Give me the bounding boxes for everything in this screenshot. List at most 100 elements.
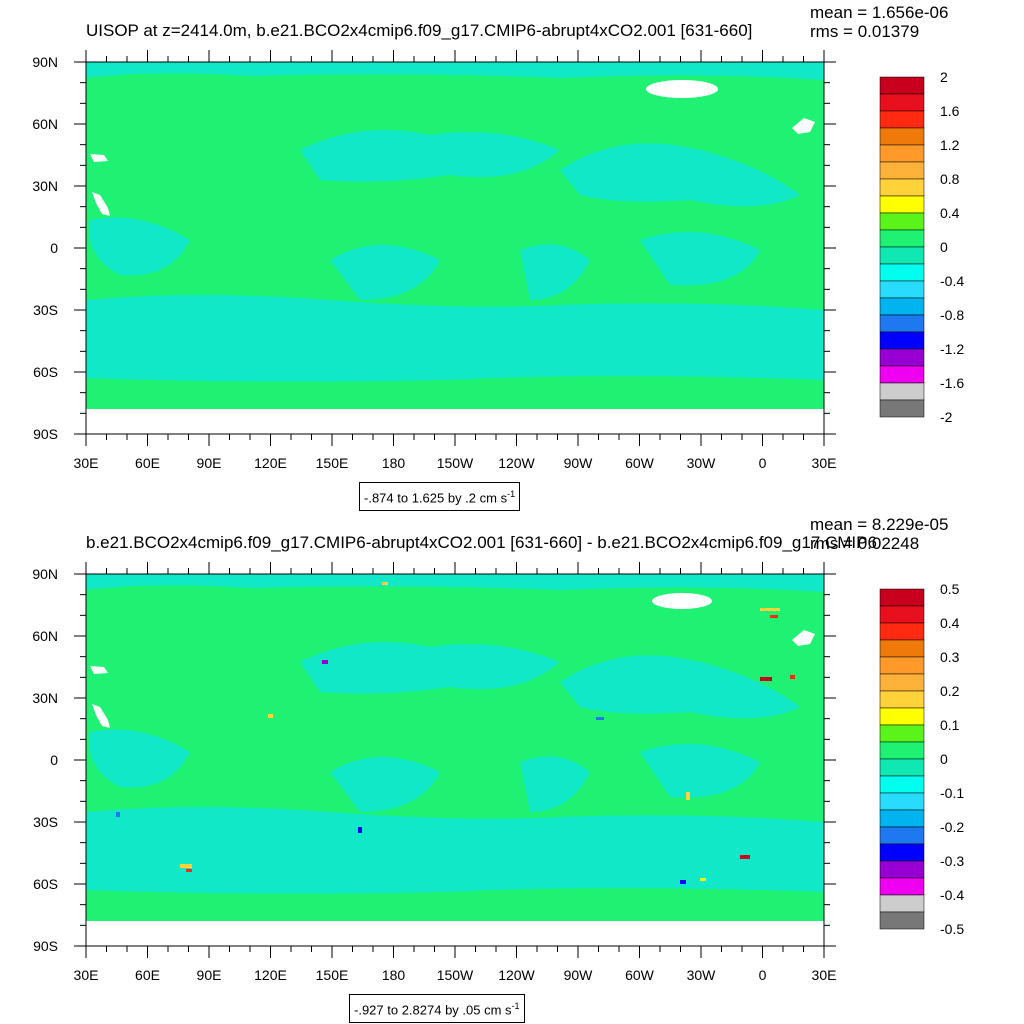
lon-label: 30W bbox=[687, 455, 717, 471]
colorbar-swatch bbox=[879, 860, 925, 879]
mean-label: mean = 1.656e-06 bbox=[810, 3, 949, 22]
colorbar-label: 0.8 bbox=[940, 171, 960, 187]
anomaly-speckle bbox=[770, 615, 778, 618]
anomaly-speckle bbox=[760, 608, 780, 611]
lon-label: 120W bbox=[498, 455, 535, 471]
anomaly-speckle bbox=[680, 880, 686, 884]
map-plot: 30E 60E 90E 120E 150E 180 150W 120W 90W 60W 30W 0 30… bbox=[32, 50, 964, 471]
lon-label: 30W bbox=[687, 967, 717, 983]
colorbar-label: -0.2 bbox=[940, 819, 964, 835]
colorbar bbox=[879, 588, 925, 930]
colorbar-swatch bbox=[879, 588, 925, 607]
missing-region bbox=[792, 118, 815, 134]
colorbar-swatch bbox=[879, 656, 925, 675]
colorbar-swatch bbox=[879, 792, 925, 811]
colorbar-label: -0.3 bbox=[940, 853, 964, 869]
colorbar-swatch bbox=[879, 843, 925, 862]
colorbar-swatch bbox=[879, 911, 925, 930]
colorbar-label: -0.8 bbox=[940, 307, 964, 323]
lon-label: 60E bbox=[135, 967, 160, 983]
colorbar-swatch bbox=[879, 724, 925, 743]
colorbar-swatch bbox=[879, 246, 925, 265]
lat-label: 90N bbox=[32, 566, 58, 582]
lat-label: 60S bbox=[33, 364, 58, 380]
lon-label: 120E bbox=[254, 967, 287, 983]
lat-labels: 90N 60N 30N 0 30S 60S 90S bbox=[32, 566, 58, 954]
colorbar-label: 1.6 bbox=[940, 103, 960, 119]
lat-label: 90S bbox=[33, 938, 58, 954]
colorbar-label: -1.6 bbox=[940, 375, 964, 391]
rms-label: rms = 0.01379 bbox=[810, 22, 920, 41]
lon-label: 180 bbox=[382, 967, 406, 983]
anomaly-speckle bbox=[700, 878, 706, 881]
colorbar-swatch bbox=[879, 707, 925, 726]
colorbar-label: 2 bbox=[940, 69, 948, 85]
ocean-shading bbox=[86, 62, 824, 382]
anomaly-speckle bbox=[790, 675, 795, 679]
colorbar-swatch bbox=[879, 809, 925, 828]
lon-ticks bbox=[85, 50, 825, 446]
colorbar-label: 0.5 bbox=[940, 581, 960, 597]
anomaly-speckle bbox=[760, 677, 772, 681]
colorbar-swatch bbox=[879, 331, 925, 350]
lon-label: 120E bbox=[254, 455, 287, 471]
colorbar-swatch bbox=[879, 826, 925, 845]
lat-label: 60N bbox=[32, 628, 58, 644]
lon-label: 60W bbox=[625, 455, 655, 471]
colorbar-swatch bbox=[879, 76, 925, 95]
lon-label: 180 bbox=[382, 455, 406, 471]
colorbar-swatch bbox=[879, 161, 925, 180]
colorbar-swatch bbox=[879, 212, 925, 231]
lat-ticks bbox=[74, 61, 836, 435]
anomaly-speckle bbox=[686, 792, 690, 800]
colorbar-label: 0.4 bbox=[940, 205, 960, 221]
colorbar-label: -1.2 bbox=[940, 341, 964, 357]
plot-title: b.e21.BCO2x4cmip6.f09_g17.CMIP6-abrupt4x… bbox=[86, 533, 877, 552]
map-plot: 30E 60E 90E 120E 150E 180 150W 120W 90W 60W 30W 0 30… bbox=[32, 562, 964, 983]
lon-ticks bbox=[85, 562, 825, 958]
anomaly-speckle bbox=[186, 869, 192, 872]
lon-label: 90E bbox=[197, 455, 222, 471]
colorbar-swatch bbox=[879, 195, 925, 214]
colorbar-label: -0.4 bbox=[940, 273, 964, 289]
lon-labels: 30E 60E 90E 120E 150E 180 150W 120W 90W 60W 30W 0 30… bbox=[74, 455, 837, 471]
anomaly-speckle bbox=[180, 864, 192, 868]
colorbar-swatch bbox=[879, 314, 925, 333]
colorbar-label: 0.1 bbox=[940, 717, 960, 733]
contour-info-text: -.927 to 2.8274 by .05 cm s bbox=[354, 1002, 512, 1018]
anomaly-speckle bbox=[116, 812, 120, 817]
missing-region bbox=[90, 666, 108, 674]
anomaly-speckle bbox=[268, 714, 273, 718]
lat-label: 90N bbox=[32, 54, 58, 70]
lon-label: 150E bbox=[316, 967, 349, 983]
colorbar-swatch bbox=[879, 110, 925, 129]
lon-label: 150E bbox=[316, 455, 349, 471]
contour-info-box: -.927 to 2.8274 by .05 cm s-1 bbox=[349, 994, 525, 1024]
lon-label: 150W bbox=[437, 967, 474, 983]
lon-label: 90E bbox=[197, 967, 222, 983]
anomaly-speckle bbox=[382, 582, 388, 585]
lon-label: 90W bbox=[564, 967, 594, 983]
contour-info-exponent: -1 bbox=[507, 489, 516, 499]
colorbar-swatch bbox=[879, 673, 925, 692]
anomaly-speckle bbox=[358, 827, 362, 833]
colorbar-swatch bbox=[879, 399, 925, 418]
missing-region bbox=[92, 192, 110, 216]
anomaly-speckle bbox=[740, 855, 750, 859]
colorbar-label: 1.2 bbox=[940, 137, 960, 153]
lon-label: 60W bbox=[625, 967, 655, 983]
panel-bottom: b.e21.BCO2x4cmip6.f09_g17.CMIP6-abrupt4x… bbox=[0, 512, 1024, 1024]
lon-label: 30E bbox=[812, 967, 837, 983]
colorbar-swatch bbox=[879, 348, 925, 367]
lon-label: 30E bbox=[74, 455, 99, 471]
lat-label: 0 bbox=[50, 752, 58, 768]
rms-label: rms = 0.02248 bbox=[810, 534, 920, 553]
colorbar-swatch bbox=[879, 605, 925, 624]
map-field bbox=[86, 62, 824, 409]
lat-labels: 90N 60N 30N 0 30S 60S 90S bbox=[32, 54, 58, 442]
colorbar-label: -0.4 bbox=[940, 887, 964, 903]
lat-label: 60S bbox=[33, 876, 58, 892]
lat-ticks bbox=[74, 573, 836, 947]
missing-region bbox=[792, 630, 815, 646]
colorbar-swatch bbox=[879, 297, 925, 316]
